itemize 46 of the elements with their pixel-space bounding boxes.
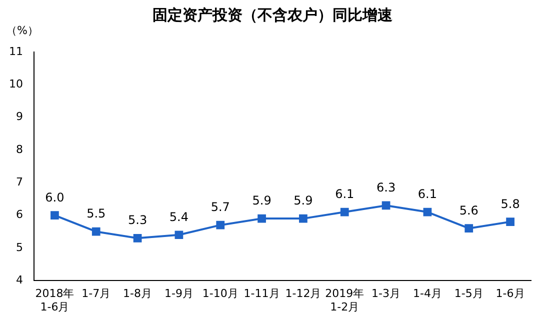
data-label: 5.9 (252, 194, 272, 208)
x-tick-label: 1-5月 (454, 287, 484, 300)
x-tick-label: 1-7月 (82, 287, 111, 300)
x-tick-label: 1-9月 (164, 287, 194, 300)
point (299, 214, 308, 223)
point (506, 218, 514, 226)
data-label: 6.1 (335, 187, 354, 202)
point (382, 201, 390, 210)
data-label: 6.1 (418, 187, 438, 202)
x-tick-label: 2019年 1-2月 (325, 287, 364, 314)
y-tick-label: 11 (8, 44, 23, 58)
y-tick-label: 6 (16, 208, 23, 222)
data-label: 5.8 (500, 196, 520, 211)
point (423, 208, 432, 216)
data-label: 5.6 (459, 203, 478, 218)
point (92, 227, 100, 236)
point (50, 211, 59, 220)
x-tick-label: 1-12月 (285, 287, 322, 300)
x-tick-label: 1-8月 (123, 287, 152, 300)
x-tick-label: 1-6月 (496, 287, 525, 300)
data-label: 5.4 (169, 210, 189, 224)
y-tick-label: 7 (16, 175, 23, 188)
data-label: 6.0 (45, 190, 64, 204)
chart-title: 固定资产投资（不含农户）同比增速 (152, 6, 394, 25)
data-label: 5.9 (294, 194, 313, 208)
point (133, 234, 142, 242)
y-axis-title: （%） (6, 24, 38, 37)
y-tick-label: 4 (16, 273, 23, 286)
data-label: 5.5 (86, 206, 106, 221)
point (464, 224, 474, 233)
point (258, 214, 266, 223)
x-tick-label: 1-4月 (412, 287, 442, 300)
data-label: 6.3 (376, 180, 396, 194)
y-tick-label: 8 (16, 142, 23, 156)
point (216, 220, 225, 230)
x-tick-label: 1-3月 (372, 287, 401, 300)
y-tick-label: 5 (16, 240, 23, 254)
x-tick-label: 1-10月 (202, 287, 238, 300)
x-tick-label: 2018年 1-6月 (35, 287, 74, 314)
y-tick-label: 9 (16, 110, 23, 124)
point (340, 208, 349, 216)
y-tick-label: 10 (8, 78, 23, 91)
data-label: 5.7 (210, 200, 230, 214)
data-label: 5.3 (128, 213, 148, 228)
x-tick-label: 1-11月 (244, 287, 280, 300)
point (174, 230, 184, 240)
